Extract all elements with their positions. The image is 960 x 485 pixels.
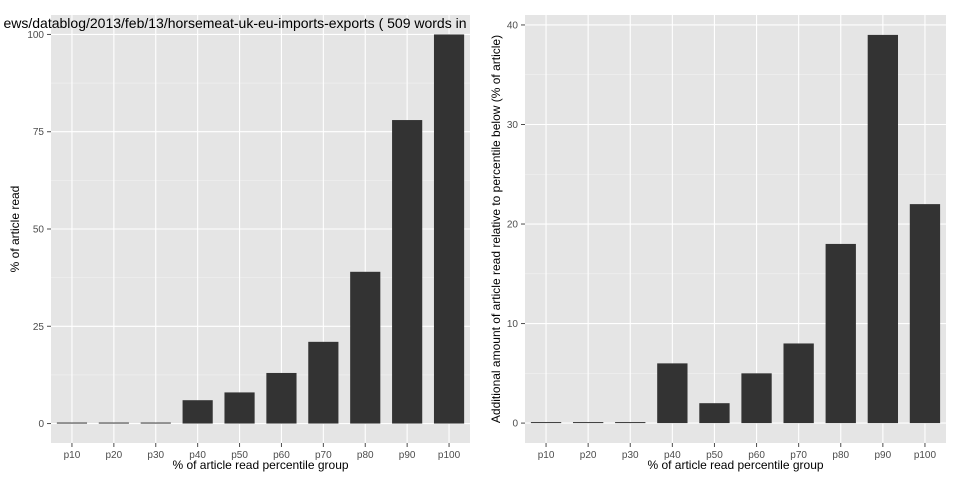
left-y-tick-label: 50 (33, 225, 45, 236)
right-y-tick-label: 30 (507, 120, 519, 131)
left-bar-p60 (266, 372, 297, 424)
left-y-tick-label: 100 (27, 30, 44, 41)
right-x-tick-label-p70: p70 (790, 450, 807, 461)
right-bar-p30 (615, 422, 646, 424)
right-x-tick-label-p30: p30 (622, 450, 639, 461)
left-x-tick-label-p10: p10 (64, 450, 81, 461)
right-x-tick-label-p20: p20 (580, 450, 597, 461)
left-x-tick-label-p60: p60 (273, 450, 290, 461)
left-bar-p40 (182, 400, 213, 424)
right-bar-p70 (783, 343, 814, 424)
right-bar-p40 (657, 363, 688, 424)
left-bar-p70 (308, 341, 339, 424)
left-x-tick-label-p30: p30 (147, 450, 164, 461)
left-bar-p50 (224, 392, 255, 424)
right-y-axis-title: Additional amount of article read relati… (489, 35, 503, 423)
right-x-tick-label-p40: p40 (664, 450, 681, 461)
left-bar-p100 (433, 34, 465, 424)
right-x-tick-label-p60: p60 (748, 450, 765, 461)
left-chart: 0 25 50 75 100 p10 p20 p30 p40 p50 p60 p70 p80 p90 p10… (3, 15, 470, 472)
right-y-tick-label: 40 (507, 20, 519, 31)
left-bar-p10 (56, 422, 88, 424)
left-x-tick-label-p20: p20 (106, 450, 123, 461)
left-x-tick-label-p70: p70 (315, 450, 332, 461)
left-bar-p20 (98, 422, 129, 424)
left-x-tick-label-p100: p100 (438, 450, 461, 461)
right-y-tick-label: 10 (507, 319, 519, 330)
right-x-tick-label-p80: p80 (832, 450, 849, 461)
right-y-tick-label: 0 (512, 419, 518, 430)
left-x-tick-label-p40: p40 (189, 450, 206, 461)
left-bar-p80 (350, 271, 381, 424)
right-x-axis-title: % of article read percentile group (647, 458, 823, 472)
right-bar-p90 (867, 34, 899, 424)
right-bar-p60 (741, 373, 772, 424)
left-x-tick-label-p80: p80 (357, 450, 374, 461)
right-x-tick-label-p90: p90 (875, 450, 892, 461)
right-bar-p20 (572, 422, 604, 424)
right-x-tick-label-p10: p10 (538, 450, 555, 461)
left-y-tick-label: 0 (38, 419, 44, 430)
left-bar-p90 (392, 120, 423, 424)
left-x-tick-label-p50: p50 (231, 450, 248, 461)
right-x-tick-label-p100: p100 (914, 450, 937, 461)
left-x-axis-title: % of article read percentile group (172, 458, 348, 472)
right-chart: 0 10 20 30 40 p10 p20 p30 p40 p50 p60 p70 p80 p90 p100… (489, 15, 946, 472)
right-x-tick-label-p50: p50 (706, 450, 723, 461)
right-y-tick-label: 20 (507, 220, 519, 231)
left-x-tick-label-p90: p90 (399, 450, 416, 461)
right-bar-p50 (699, 403, 730, 424)
right-bar-p80 (825, 243, 856, 424)
left-y-tick-label: 75 (33, 127, 45, 138)
left-y-axis-title: % of article read (8, 186, 22, 273)
right-bar-p100 (909, 204, 941, 424)
left-chart-title: ews/datablog/2013/feb/13/horsemeat-uk-eu… (3, 15, 466, 31)
left-bar-p30 (140, 422, 171, 424)
right-bar-p10 (530, 422, 562, 424)
left-y-tick-label: 25 (33, 322, 45, 333)
